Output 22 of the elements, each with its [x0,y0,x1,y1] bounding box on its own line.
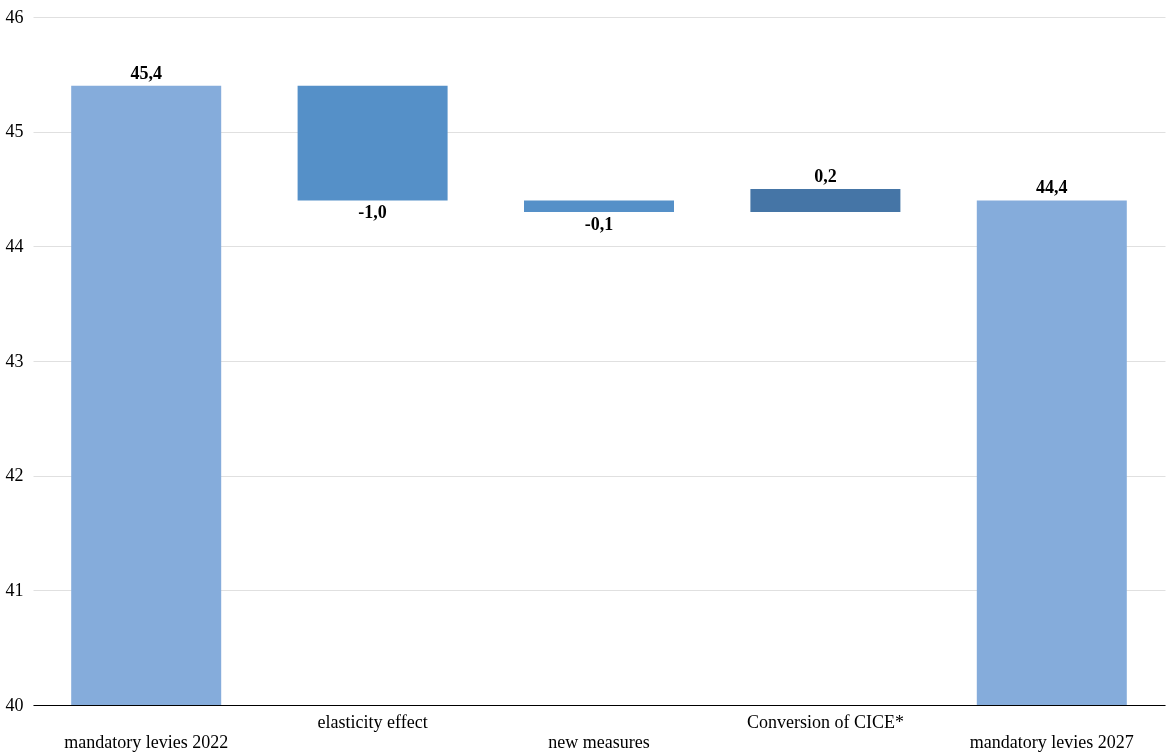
bar [524,200,674,212]
bar [976,200,1127,705]
data-label: 44,4 [1036,177,1068,198]
y-tick-label: 41 [5,579,24,600]
bar [71,85,222,705]
y-tick-label: 42 [5,465,24,486]
x-tick-label: new measures [548,731,650,752]
x-tick-label: mandatory levies 2027 [969,731,1134,752]
data-label: -0,1 [584,213,614,234]
x-tick-label: elasticity effect [317,711,428,732]
y-tick-label: 43 [5,350,24,371]
bar [297,85,448,201]
bar [750,189,901,212]
data-label: -1,0 [358,202,387,223]
x-tick-label: mandatory levies 2022 [64,731,229,752]
x-tick-label: Conversion of CICE* [746,711,904,732]
y-tick-label: 45 [5,121,24,142]
data-label: 45,4 [130,62,162,83]
data-label: 0,2 [814,166,837,186]
y-tick-label: 46 [5,6,24,27]
y-tick-label: 40 [5,694,24,715]
y-tick-label: 44 [5,235,24,256]
